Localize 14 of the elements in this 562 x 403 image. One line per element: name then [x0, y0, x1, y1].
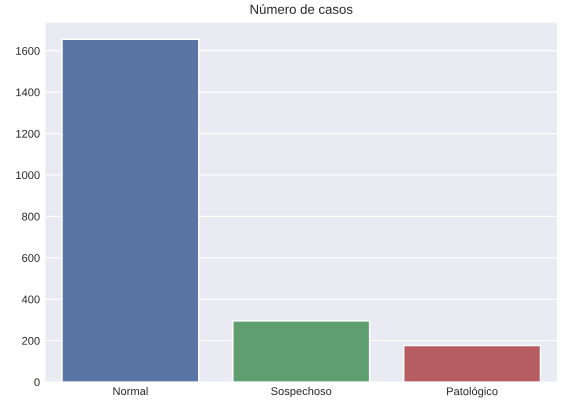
x-tick-label: Sospechoso [271, 386, 332, 398]
y-tick-label: 400 [22, 295, 40, 304]
y-tick-label: 1000 [16, 171, 40, 180]
y-tick-label: 0 [34, 378, 40, 386]
y-tick-label: 600 [22, 254, 40, 262]
y-tick-label: 1600 [16, 47, 40, 55]
x-tick-label: Normal [113, 386, 148, 396]
y-tick-label: 800 [22, 212, 40, 221]
chart-title: Número de casos [250, 4, 352, 14]
bar [403, 344, 542, 382]
y-tick-label: 1400 [16, 88, 40, 96]
x-tick-label: Patológico [447, 386, 498, 398]
y-tick-label: 1200 [16, 130, 40, 138]
y-tick-label: 200 [22, 336, 40, 345]
